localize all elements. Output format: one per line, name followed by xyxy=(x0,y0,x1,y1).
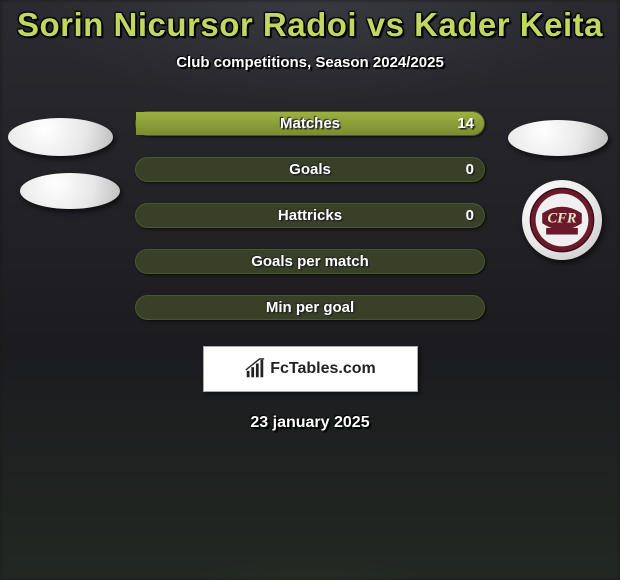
stat-bars: Matches 14 Goals 0 Hattricks 0 Goals per match… xyxy=(0,111,620,320)
stat-value-right: 0 xyxy=(466,161,474,178)
snapshot-date: 23 january 2025 xyxy=(250,414,369,432)
stat-bar: Goals per match xyxy=(135,249,485,274)
fctables-branding: FcTables.com xyxy=(203,346,418,392)
stat-bar: Goals 0 xyxy=(135,157,485,182)
stat-bar: Min per goal xyxy=(135,295,485,320)
stat-bar: Matches 14 xyxy=(135,111,485,136)
comparison-subtitle: Club competitions, Season 2024/2025 xyxy=(176,54,444,71)
stat-bar-label: Matches xyxy=(280,115,340,132)
bar-chart-icon xyxy=(244,358,266,380)
stat-bar-label: Hattricks xyxy=(278,207,342,224)
stat-value-right: 14 xyxy=(457,115,474,132)
stat-value-right: 0 xyxy=(466,207,474,224)
stat-bar-label: Goals xyxy=(289,161,331,178)
stat-bar-label: Min per goal xyxy=(266,299,354,316)
comparison-title: Sorin Nicursor Radoi vs Kader Keita xyxy=(17,6,603,44)
stat-bar: Hattricks 0 xyxy=(135,203,485,228)
fctables-text: FcTables.com xyxy=(270,360,376,378)
stat-bar-label: Goals per match xyxy=(251,253,369,270)
